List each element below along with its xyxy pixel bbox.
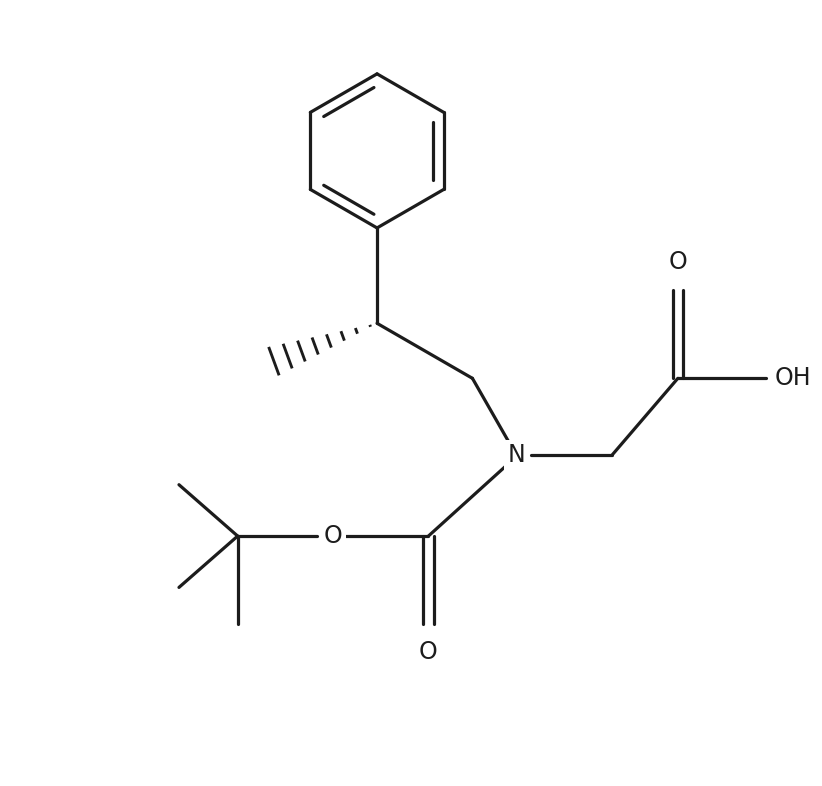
Text: O: O <box>419 641 438 664</box>
Text: O: O <box>324 524 343 548</box>
Text: OH: OH <box>774 366 811 391</box>
Text: O: O <box>668 250 687 274</box>
Text: N: N <box>507 443 525 468</box>
